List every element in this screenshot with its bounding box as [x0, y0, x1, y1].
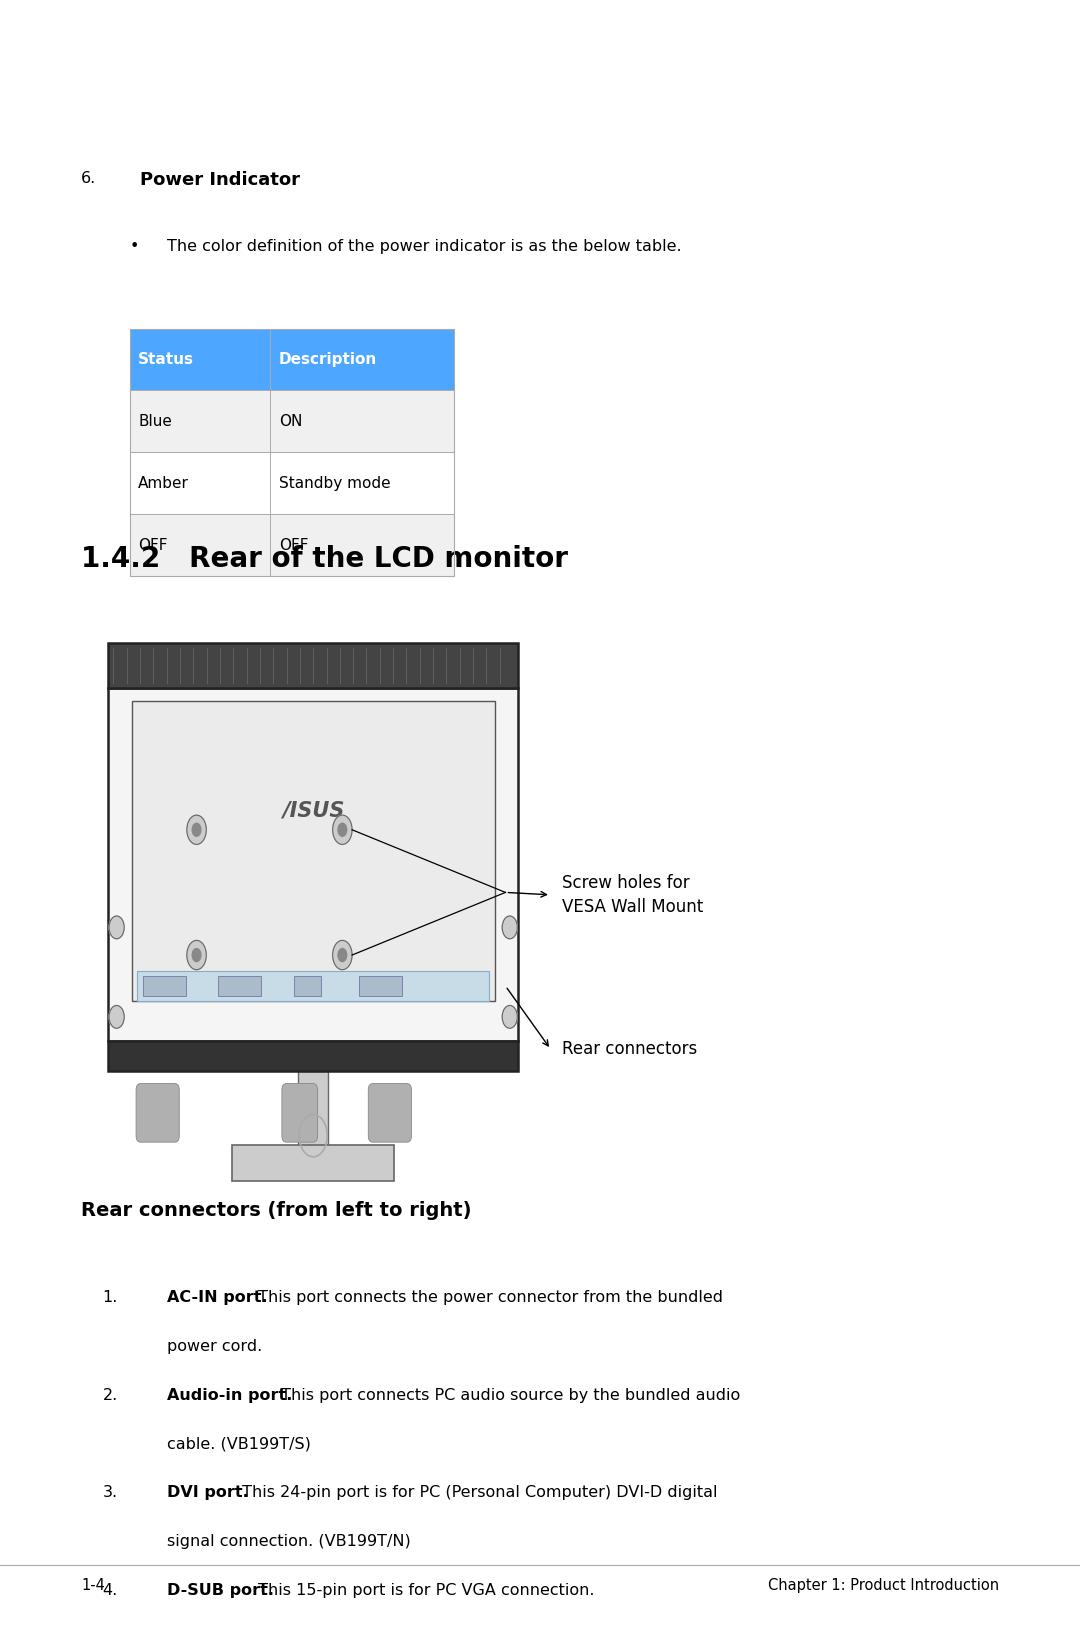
FancyBboxPatch shape — [359, 976, 402, 996]
FancyBboxPatch shape — [294, 976, 321, 996]
Text: Rear connectors: Rear connectors — [562, 1040, 697, 1059]
Text: The color definition of the power indicator is as the below table.: The color definition of the power indica… — [167, 239, 683, 254]
Text: 1.4.2   Rear of the LCD monitor: 1.4.2 Rear of the LCD monitor — [81, 545, 568, 573]
Text: ON: ON — [279, 413, 302, 430]
FancyBboxPatch shape — [130, 390, 454, 452]
Text: Screw holes for
VESA Wall Mount: Screw holes for VESA Wall Mount — [562, 874, 703, 916]
Circle shape — [192, 949, 201, 962]
FancyBboxPatch shape — [108, 1041, 518, 1071]
Text: /ISUS: /ISUS — [282, 800, 345, 820]
FancyBboxPatch shape — [218, 976, 261, 996]
FancyBboxPatch shape — [143, 976, 186, 996]
Text: 2.: 2. — [103, 1388, 118, 1402]
Text: This 24-pin port is for PC (Personal Computer) DVI-D digital: This 24-pin port is for PC (Personal Com… — [238, 1485, 718, 1500]
FancyBboxPatch shape — [108, 688, 518, 1041]
Text: Audio-in port.: Audio-in port. — [167, 1388, 293, 1402]
FancyBboxPatch shape — [130, 514, 454, 576]
Circle shape — [187, 815, 206, 844]
Text: This port connects PC audio source by the bundled audio: This port connects PC audio source by th… — [276, 1388, 741, 1402]
Text: Status: Status — [138, 351, 194, 368]
FancyBboxPatch shape — [130, 329, 454, 390]
FancyBboxPatch shape — [108, 643, 518, 688]
FancyBboxPatch shape — [368, 1084, 411, 1142]
Text: Standby mode: Standby mode — [279, 475, 390, 491]
Text: AC-IN port.: AC-IN port. — [167, 1290, 268, 1305]
Text: Power Indicator: Power Indicator — [140, 171, 300, 189]
Circle shape — [338, 823, 347, 836]
Circle shape — [192, 823, 201, 836]
Circle shape — [187, 940, 206, 970]
FancyBboxPatch shape — [130, 452, 454, 514]
Text: OFF: OFF — [279, 537, 308, 553]
Text: 1-4: 1-4 — [81, 1578, 105, 1593]
Circle shape — [502, 916, 517, 939]
Text: OFF: OFF — [138, 537, 167, 553]
FancyBboxPatch shape — [282, 1084, 318, 1142]
Text: Rear connectors (from left to right): Rear connectors (from left to right) — [81, 1201, 472, 1220]
FancyBboxPatch shape — [136, 1084, 179, 1142]
Text: 1.: 1. — [103, 1290, 118, 1305]
Text: 4.: 4. — [103, 1583, 118, 1598]
Text: This port connects the power connector from the bundled: This port connects the power connector f… — [253, 1290, 723, 1305]
Text: 3.: 3. — [103, 1485, 118, 1500]
Text: Chapter 1: Product Introduction: Chapter 1: Product Introduction — [768, 1578, 999, 1593]
Text: •: • — [130, 239, 139, 254]
FancyBboxPatch shape — [298, 1071, 328, 1160]
FancyBboxPatch shape — [137, 971, 489, 1001]
Circle shape — [333, 815, 352, 844]
Text: Blue: Blue — [138, 413, 172, 430]
Text: 6.: 6. — [81, 171, 96, 185]
Text: cable. (VB199T/S): cable. (VB199T/S) — [167, 1437, 311, 1451]
FancyBboxPatch shape — [132, 701, 495, 1001]
Circle shape — [109, 916, 124, 939]
Text: power cord.: power cord. — [167, 1339, 262, 1354]
Circle shape — [109, 1005, 124, 1028]
Text: signal connection. (VB199T/N): signal connection. (VB199T/N) — [167, 1534, 411, 1549]
Circle shape — [502, 1005, 517, 1028]
Circle shape — [333, 940, 352, 970]
Text: Description: Description — [279, 351, 377, 368]
Text: D-SUB port.: D-SUB port. — [167, 1583, 274, 1598]
Text: Amber: Amber — [138, 475, 189, 491]
Circle shape — [338, 949, 347, 962]
Text: This 15-pin port is for PC VGA connection.: This 15-pin port is for PC VGA connectio… — [253, 1583, 594, 1598]
Text: DVI port.: DVI port. — [167, 1485, 249, 1500]
FancyBboxPatch shape — [232, 1145, 394, 1181]
